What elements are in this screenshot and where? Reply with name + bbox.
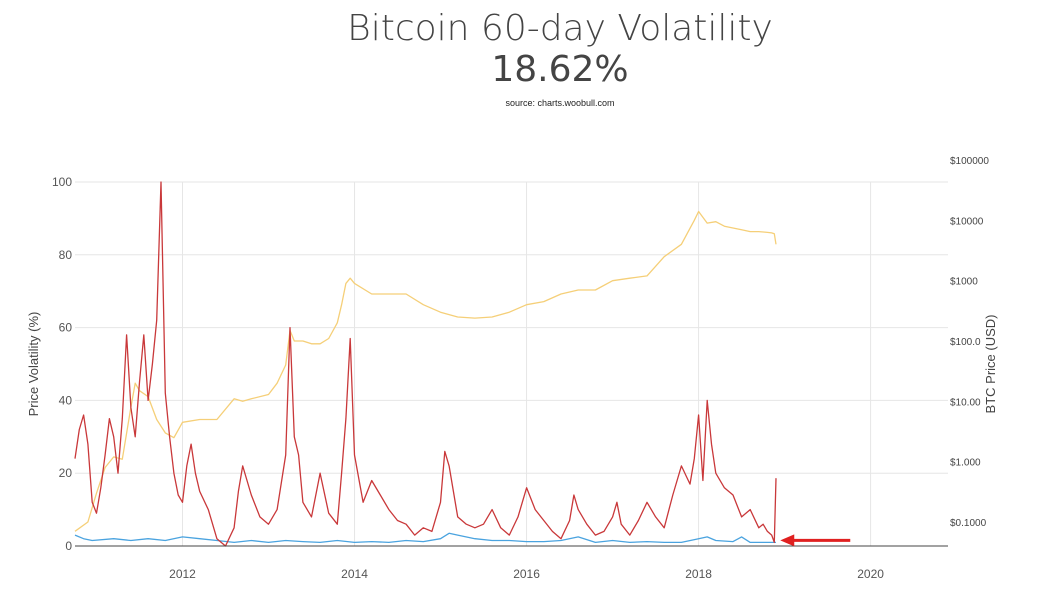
y2-tick-label: $1000: [950, 277, 978, 288]
secondary-volatility-line: [74, 532, 776, 544]
y-axis-label: Price Volatility (%): [26, 312, 41, 417]
y-tick-label: 100: [52, 175, 72, 189]
source-note: source: charts.woobull.com: [505, 98, 615, 108]
y2-tick-label: $100000: [950, 156, 989, 167]
y-tick-label: 60: [59, 321, 73, 335]
grid-lines: [75, 181, 948, 546]
y2-tick-label: $1.000: [950, 458, 981, 469]
y-tick-label: 80: [59, 248, 73, 262]
y-tick-label: 20: [59, 466, 73, 480]
x-tick-label: 2018: [685, 567, 712, 581]
y-tick-label: 40: [59, 393, 73, 407]
chart-subtitle-value: 18.62%: [491, 49, 629, 90]
volatility-line: [74, 181, 777, 547]
x-tick-label: 2014: [341, 567, 368, 581]
y2-tick-label: $0.1000: [950, 518, 987, 529]
x-tick-label: 2020: [857, 567, 884, 581]
btc-price-line: [74, 210, 777, 532]
y-tick-label: 0: [65, 539, 72, 553]
chart-title: Bitcoin 60-day Volatility: [347, 8, 773, 49]
y2-tick-label: $10.00: [950, 397, 981, 408]
y2-tick-label: $100.0: [950, 337, 981, 348]
y2-axis-label: BTC Price (USD): [983, 315, 998, 414]
axes: 0 20 40 60 80 100 2012 2014 2016 2018 2020 $0.1000 $…: [52, 156, 989, 581]
arrow-head: [780, 534, 795, 547]
x-tick-label: 2012: [169, 567, 196, 581]
annotation: [780, 534, 851, 547]
x-tick-label: 2016: [513, 567, 540, 581]
y2-tick-label: $10000: [950, 216, 984, 227]
series-lines: [74, 181, 777, 547]
